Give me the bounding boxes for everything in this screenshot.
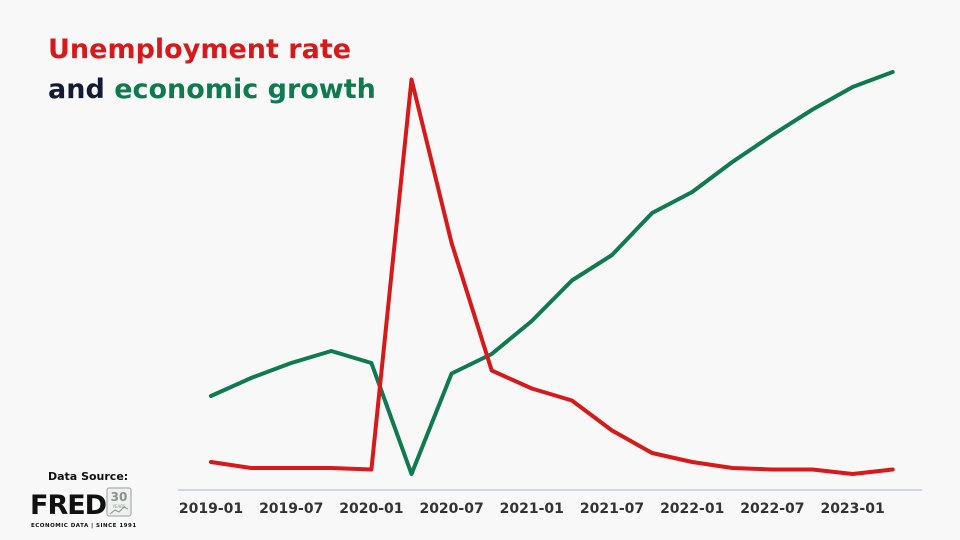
unemployment-line [209, 77, 895, 476]
title-line-2: and economic growth [48, 70, 376, 110]
x-tick-label: 2019-07 [259, 501, 323, 517]
fred-logo[interactable]: FRED 30 YEARS ECONOMIC DATA | SINCE 1991 [30, 487, 136, 529]
x-tick-label: 2021-01 [500, 501, 564, 517]
x-tick-label: 2020-07 [419, 501, 483, 517]
growth-line [209, 70, 895, 476]
title-and: and [48, 74, 105, 105]
anniversary-badge-icon: 30 YEARS [106, 487, 132, 517]
data-source-label: Data Source: [48, 470, 129, 483]
fred-logo-text: FRED [30, 490, 107, 521]
x-tick-label: 2019-01 [179, 501, 243, 517]
svg-text:30: 30 [111, 490, 128, 504]
fred-logo-subtitle: ECONOMIC DATA | SINCE 1991 [31, 523, 137, 529]
chart-title: Unemployment rate and economic growth [48, 30, 376, 110]
svg-text:YEARS: YEARS [111, 504, 125, 509]
x-tick-label: 2022-01 [660, 501, 724, 517]
x-axis-ticks: 2019-01 2019-07 2020-01 2020-07 2021-01 2021-… [179, 501, 885, 517]
series-lines [209, 70, 895, 476]
x-tick-label: 2020-01 [339, 501, 403, 517]
title-economic-growth: economic growth [114, 74, 376, 105]
x-tick-label: 2023-01 [820, 501, 884, 517]
x-tick-label: 2022-07 [740, 501, 804, 517]
title-line-1: Unemployment rate [48, 34, 352, 65]
x-tick-label: 2021-07 [580, 501, 644, 517]
